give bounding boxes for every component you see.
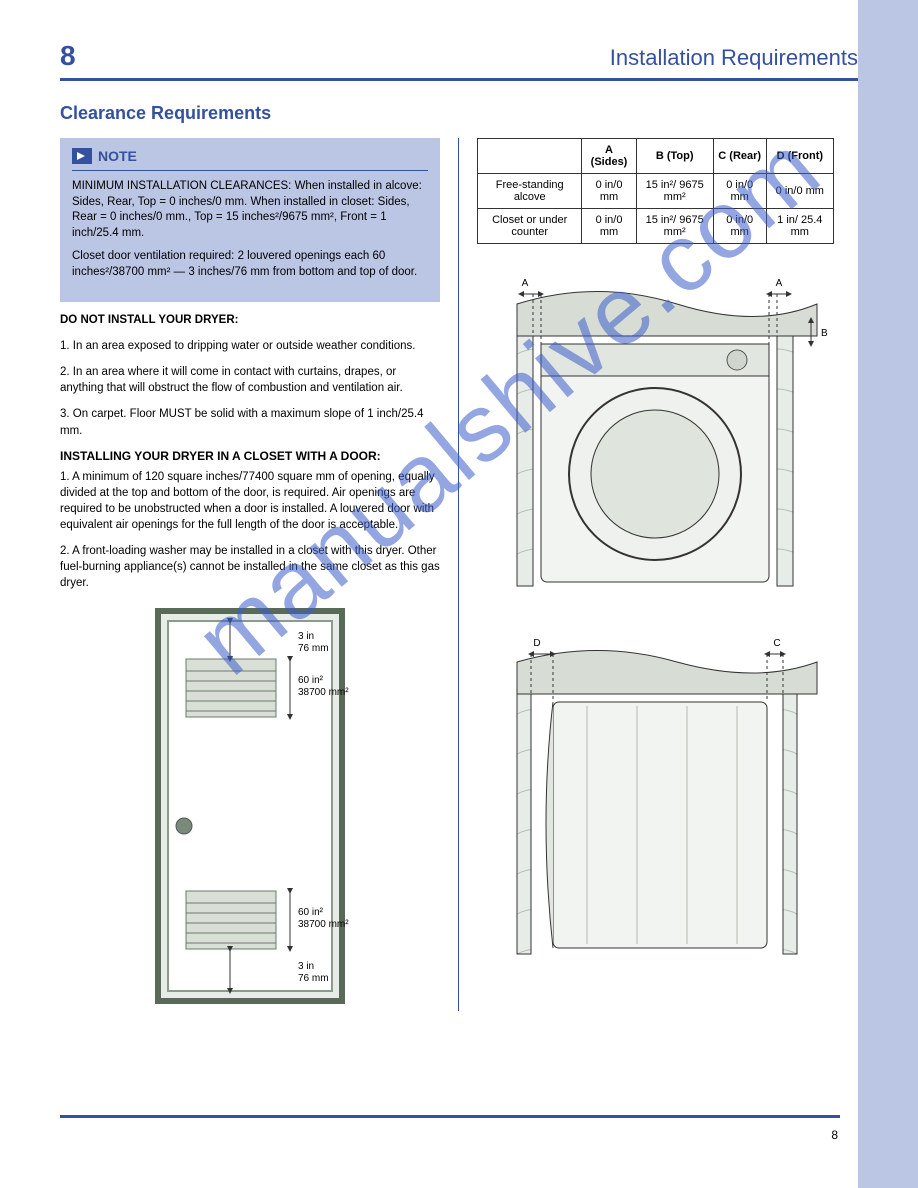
chapter-number: 8 [60,40,76,72]
label-B: B [821,328,828,339]
do-not-install-heading: DO NOT INSTALL YOUR DRYER: [60,312,440,328]
svg-text:76 mm: 76 mm [298,643,329,654]
cell: 15 in²/ 9675 mm² [636,209,713,244]
closet-door-figure: 3 in 76 mm 60 in² 38700 mm² 60 in² 38700… [140,601,360,1011]
dryer-clearance-figures: A A B [477,264,837,964]
page-content: 8 Installation Requirements Clearance Re… [60,40,858,1011]
label-A-right: A [776,278,783,289]
page-number: 8 [831,1128,838,1142]
table-row: Free-standing alcove 0 in/0 mm 15 in²/ 9… [478,174,834,209]
cell: 15 in²/ 9675 mm² [636,174,713,209]
chapter-title: Installation Requirements [610,45,858,71]
table-head-d: D (Front) [766,139,833,174]
rule-2: 2. In an area where it will come in cont… [60,364,440,396]
door-upper-vent-label: 60 in² [298,675,324,686]
note-label: NOTE [98,148,137,164]
label-D: D [533,638,540,649]
closet-rule-1: 1. A minimum of 120 square inches/77400 … [60,469,440,533]
door-bottom-gap-label: 3 in [298,961,314,972]
table-head-c: C (Rear) [713,139,766,174]
two-column-layout: NOTE MINIMUM INSTALLATION CLEARANCES: Wh… [60,138,858,1011]
note-box: NOTE MINIMUM INSTALLATION CLEARANCES: Wh… [60,138,440,302]
svg-text:76 mm: 76 mm [298,973,329,984]
cell: Closet or under counter [478,209,582,244]
table-head-blank [478,139,582,174]
label-C: C [773,638,780,649]
cell: 0 in/0 mm [766,174,833,209]
note-paragraph-2: Closet door ventilation required: 2 louv… [72,249,428,280]
door-lower-vent-label: 60 in² [298,907,324,918]
clearance-table: A (Sides) B (Top) C (Rear) D (Front) Fre… [477,138,834,244]
title-row: 8 Installation Requirements [60,40,858,81]
cell: 0 in/0 mm [713,209,766,244]
cell: 1 in/ 25.4 mm [766,209,833,244]
cell: Free-standing alcove [478,174,582,209]
table-header-row: A (Sides) B (Top) C (Rear) D (Front) [478,139,834,174]
label-A-left: A [522,278,529,289]
note-paragraph-1: MINIMUM INSTALLATION CLEARANCES: When in… [72,179,428,241]
svg-text:38700 mm²: 38700 mm² [298,687,349,698]
table-head-b: B (Top) [636,139,713,174]
svg-text:38700 mm²: 38700 mm² [298,919,349,930]
door-top-gap-label: 3 in [298,631,314,642]
table-head-a: A (Sides) [582,139,636,174]
cell: 0 in/0 mm [713,174,766,209]
side-tab [858,0,918,1188]
table-row: Closet or under counter 0 in/0 mm 15 in²… [478,209,834,244]
rule-1: 1. In an area exposed to dripping water … [60,338,440,354]
closet-rule-2: 2. A front-loading washer may be install… [60,543,440,591]
closet-heading: INSTALLING YOUR DRYER IN A CLOSET WITH A… [60,449,440,463]
arrow-icon [72,148,92,164]
right-column: A (Sides) B (Top) C (Rear) D (Front) Fre… [458,138,834,1011]
left-column: NOTE MINIMUM INSTALLATION CLEARANCES: Wh… [60,138,440,1011]
note-header: NOTE [72,148,428,171]
footer-rule [60,1115,840,1118]
rule-3: 3. On carpet. Floor MUST be solid with a… [60,406,440,438]
cell: 0 in/0 mm [582,174,636,209]
cell: 0 in/0 mm [582,209,636,244]
section-heading: Clearance Requirements [60,103,858,124]
